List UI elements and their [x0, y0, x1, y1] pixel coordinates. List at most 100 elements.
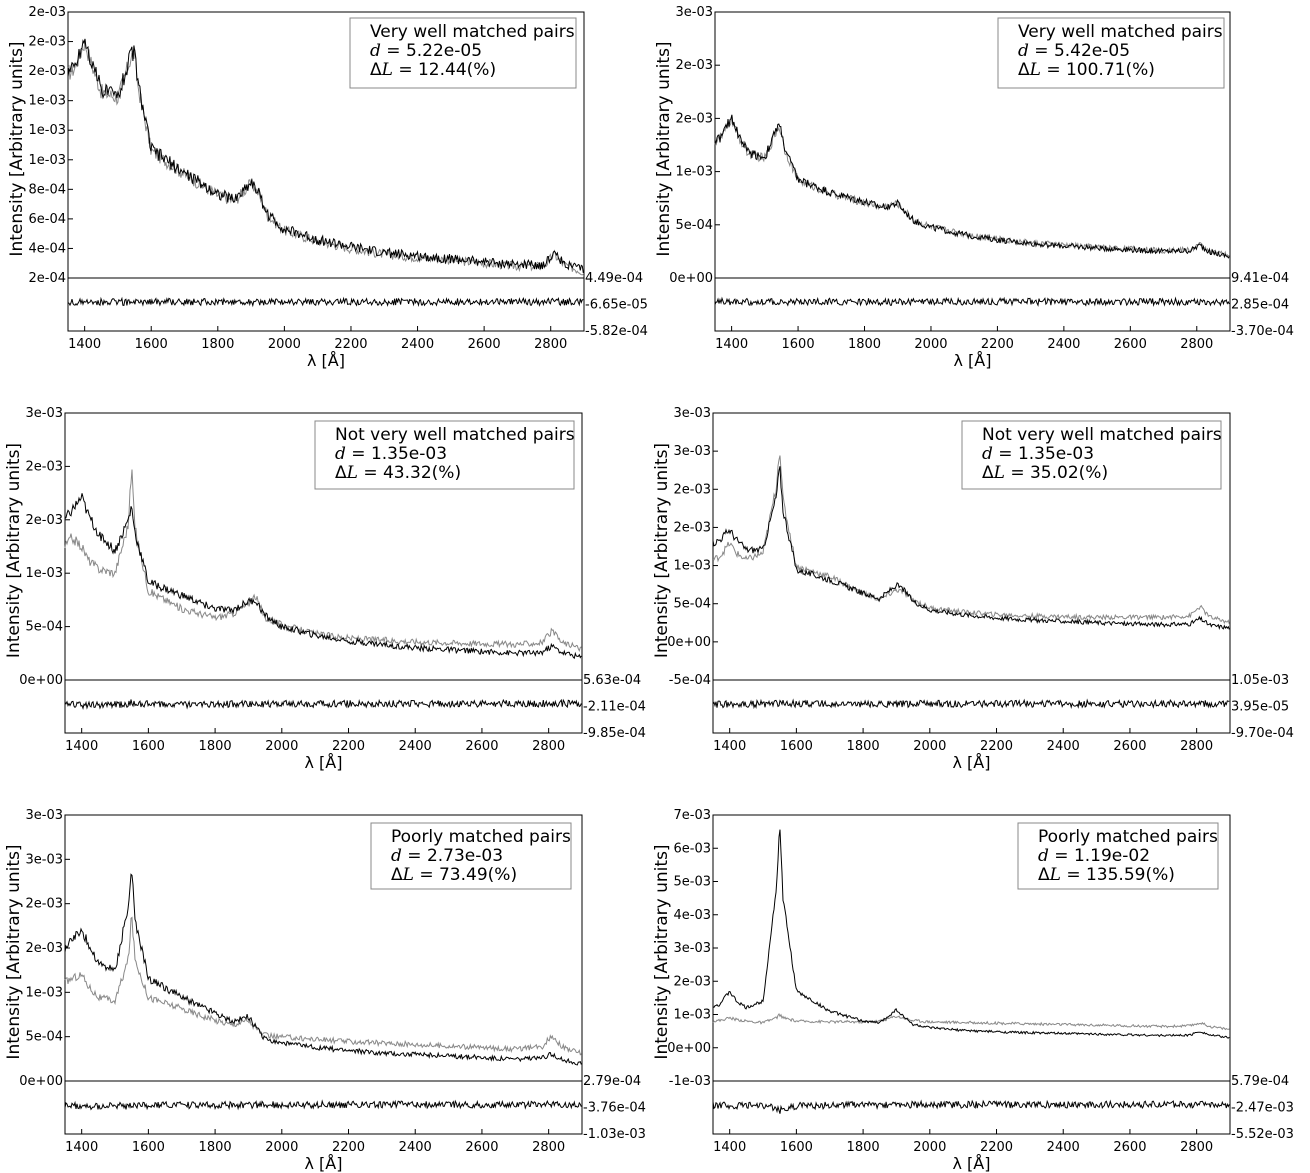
y-tick-label: 3e-03: [25, 406, 63, 421]
y-tick-label: 8e-04: [28, 182, 66, 197]
x-tick-label: 1600: [782, 337, 815, 352]
x-tick-label: 1800: [847, 1140, 880, 1155]
x-tick-label: 2000: [268, 337, 301, 352]
spectrum-series-1: [714, 114, 1230, 258]
x-tick-label: 2400: [1047, 739, 1080, 754]
x-tick-label: 1400: [715, 337, 748, 352]
y-axis-label: Intensity [Arbitrary units]: [4, 844, 24, 1059]
y-tick-label: 1e-03: [675, 165, 713, 180]
spectrum-series-1: [712, 1013, 1230, 1031]
x-axis-label: λ [Å]: [953, 1154, 991, 1173]
x-tick-label: 1400: [65, 1140, 98, 1155]
x-tick-label: 2600: [465, 1140, 498, 1155]
residual-plot-frame: [712, 1080, 1231, 1135]
residual-plot-frame: [712, 679, 1231, 734]
y-tick-label: 3e-03: [675, 5, 713, 20]
legend-frame: [314, 420, 575, 490]
residual-tick-label: 2.85e-04: [1231, 298, 1289, 313]
residual-plot-frame: [64, 679, 583, 734]
spectrum-series-2: [712, 829, 1230, 1039]
residual-tick-label: -2.47e-03: [1231, 1101, 1294, 1116]
chart-panel-4: 3e-03 3e-03 2e-03 2e-03 1e-03 5e-04 0e+00 -5e-0…: [652, 406, 1294, 772]
y-axis-label: Intensity [Arbitrary units]: [652, 443, 672, 658]
y-tick-label: 3e-03: [673, 406, 711, 421]
x-tick-label: 2600: [1114, 337, 1147, 352]
legend-dl-value: ΔL = 43.32(%): [335, 463, 461, 483]
y-tick-label: 1e-03: [28, 153, 66, 168]
residual-tick-label: -6.65e-05: [585, 298, 648, 313]
y-tick-label: 2e-03: [673, 520, 711, 535]
legend-dl-value: ΔL = 12.44(%): [370, 60, 496, 80]
y-tick-label: 5e-04: [25, 620, 63, 635]
legend-title: Poorly matched pairs: [391, 827, 571, 847]
legend-frame: [1017, 822, 1219, 890]
legend-dl-value: ΔL = 135.59(%): [1038, 865, 1175, 885]
residual-tick-label: 1.05e-03: [1231, 673, 1289, 688]
y-tick-label: 6e-03: [673, 841, 711, 856]
x-tick-label: 2800: [534, 337, 567, 352]
legend-dl-value: ΔL = 35.02(%): [982, 463, 1108, 483]
y-tick-label: 7e-03: [673, 808, 711, 823]
y-tick-label: 0e+00: [667, 1041, 711, 1056]
residual-tick-label: -3.76e-04: [583, 1101, 646, 1116]
x-tick-label: 2800: [1180, 337, 1213, 352]
y-tick-label: 3e-03: [25, 852, 63, 867]
residual-tick-label: -1.03e-03: [583, 1127, 646, 1142]
x-tick-label: 1400: [65, 739, 98, 754]
x-tick-label: 2800: [532, 1140, 565, 1155]
legend-title: Not very well matched pairs: [982, 425, 1222, 445]
y-tick-label: 0e+00: [19, 673, 63, 688]
y-tick-label: 3e-03: [673, 941, 711, 956]
y-tick-label: 0e+00: [19, 1074, 63, 1089]
residual-series: [64, 1099, 582, 1111]
residual-tick-label: 4.49e-04: [585, 271, 643, 286]
y-axis-label: Intensity [Arbitrary units]: [4, 443, 24, 658]
legend-dl-value: ΔL = 100.71(%): [1018, 60, 1155, 80]
chart-panel-1: 2e-03 2e-03 2e-03 1e-03 1e-03 1e-03 8e-04 6e-04…: [7, 5, 648, 370]
x-tick-label: 2000: [914, 337, 947, 352]
x-tick-label: 1600: [780, 739, 813, 754]
x-axis-label: λ [Å]: [305, 1154, 343, 1173]
residual-tick-label: 3.95e-05: [1231, 700, 1289, 715]
residual-tick-label: -9.85e-04: [583, 726, 646, 741]
legend-frame: [997, 17, 1225, 89]
x-tick-label: 2200: [980, 1140, 1013, 1155]
y-tick-label: 5e-04: [25, 1030, 63, 1045]
x-tick-label: 1800: [199, 739, 232, 754]
x-tick-label: 1600: [780, 1140, 813, 1155]
chart-panel-5: 3e-03 3e-03 2e-03 2e-03 1e-03 5e-04 0e+00 2.79e…: [4, 808, 646, 1173]
x-tick-label: 2800: [1180, 1140, 1213, 1155]
y-axis-label: Intensity [Arbitrary units]: [652, 844, 672, 1059]
x-tick-label: 2400: [401, 337, 434, 352]
y-tick-label: 2e-03: [673, 974, 711, 989]
chart-panel-6: 7e-03 6e-03 5e-03 4e-03 3e-03 2e-03 1e-03 0e+00…: [652, 808, 1294, 1173]
y-tick-label: 2e-03: [25, 941, 63, 956]
x-tick-label: 1400: [68, 337, 101, 352]
residual-tick-label: -2.11e-04: [583, 700, 646, 715]
legend-d-value: d = 1.35e-03: [335, 444, 447, 464]
legend-d-value: d = 5.22e-05: [370, 41, 482, 61]
y-tick-label: 1e-03: [673, 559, 711, 574]
legend-d-value: d = 2.73e-03: [391, 846, 503, 866]
x-axis-label: λ [Å]: [953, 753, 991, 772]
spectrum-series-2: [714, 114, 1230, 259]
y-tick-label: 2e-03: [675, 111, 713, 126]
x-tick-label: 1800: [201, 337, 234, 352]
y-tick-label: 2e-03: [25, 459, 63, 474]
residual-tick-label: 9.41e-04: [1231, 271, 1289, 286]
y-tick-label: 6e-04: [28, 212, 66, 227]
residual-series: [714, 296, 1230, 308]
y-tick-label: 1e-03: [673, 1008, 711, 1023]
y-tick-label: 1e-03: [28, 94, 66, 109]
residual-series: [712, 698, 1230, 710]
x-tick-label: 2600: [468, 337, 501, 352]
x-tick-label: 1800: [848, 337, 881, 352]
spectrum-series-1: [64, 469, 582, 653]
legend-title: Not very well matched pairs: [335, 425, 575, 445]
x-tick-label: 2400: [399, 1140, 432, 1155]
residual-plot-frame: [64, 1080, 583, 1135]
legend-frame: [961, 420, 1222, 490]
spectrum-series-2: [67, 38, 584, 273]
